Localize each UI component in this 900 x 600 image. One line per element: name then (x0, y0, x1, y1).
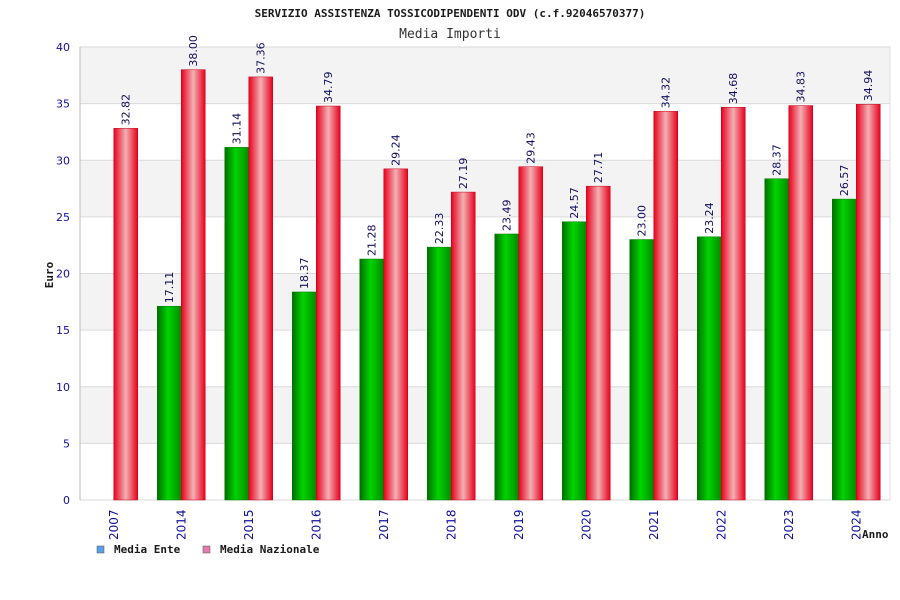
value-label: 23.00 (636, 205, 649, 237)
value-label: 18.37 (298, 257, 311, 289)
value-label: 27.19 (457, 158, 470, 190)
bar-media-nazionale-2022 (721, 106, 746, 501)
bar-media-nazionale-2019 (518, 166, 543, 501)
bar-media-ente-2024 (832, 198, 857, 501)
grid-lines (79, 46, 890, 501)
value-label: 28.37 (771, 144, 784, 176)
bars (113, 69, 881, 501)
plot-band (80, 47, 890, 104)
x-tick-label: 2019 (512, 509, 526, 540)
bar-media-ente-2015 (224, 147, 249, 501)
x-tick-label: 2007 (107, 509, 121, 540)
value-label: 23.49 (501, 199, 514, 231)
value-label: 38.00 (187, 35, 200, 67)
bar-media-ente-2014 (157, 305, 182, 501)
bar-media-nazionale-2014 (181, 69, 206, 501)
x-tick-label: 2016 (309, 509, 323, 540)
x-tick-label: 2014 (174, 509, 188, 540)
value-labels: 32.82 17.11 38.00 31.14 37.36 18.37 34.79 21.28… (120, 35, 876, 303)
x-tick-label: 2023 (782, 509, 796, 540)
value-label: 29.24 (390, 134, 403, 166)
value-label: 21.28 (366, 225, 379, 257)
plot-band (80, 273, 890, 331)
plot-band (80, 216, 890, 274)
plot-band (80, 160, 890, 217)
value-label: 31.14 (231, 113, 244, 145)
y-axis-label: Euro (43, 261, 56, 288)
y-tick-label: 0 (63, 494, 70, 507)
value-label: 34.68 (727, 73, 740, 105)
bar-media-ente-2017 (359, 258, 384, 501)
y-tick-label: 40 (56, 41, 70, 54)
value-label: 23.24 (703, 202, 716, 234)
bar-media-nazionale-2015 (248, 76, 273, 501)
legend-swatch (96, 545, 105, 554)
bar-media-ente-2018 (427, 246, 452, 501)
bar-media-ente-2022 (697, 236, 722, 501)
legend-label: Media Nazionale (220, 543, 320, 556)
value-label: 29.43 (525, 132, 538, 164)
legend-swatch (202, 545, 211, 554)
bar-media-ente-2020 (562, 221, 587, 501)
bar-media-nazionale-2020 (586, 185, 611, 501)
bar-media-ente-2023 (764, 178, 789, 501)
plot-band (80, 386, 890, 444)
value-label: 34.32 (660, 77, 673, 109)
value-label: 22.33 (433, 213, 446, 245)
x-axis-ticks: 2007 2014 2015 2016 2017 2018 2019 2020 2021 2022… (107, 509, 864, 540)
value-label: 34.83 (795, 71, 808, 103)
bar-media-ente-2016 (292, 291, 317, 501)
y-axis-ticks: 0 5 10 15 20 25 30 35 40 (56, 41, 70, 507)
value-label: 27.71 (592, 152, 605, 184)
y-tick-label: 25 (56, 211, 70, 224)
x-tick-label: 2022 (714, 509, 728, 540)
bar-media-nazionale-2007 (113, 128, 138, 501)
x-tick-label: 2017 (377, 509, 391, 540)
x-tick-label: 2018 (444, 509, 458, 540)
value-label: 32.82 (120, 94, 133, 126)
value-label: 37.36 (255, 42, 268, 74)
y-tick-label: 20 (56, 268, 70, 281)
bar-media-nazionale-2018 (451, 191, 476, 501)
plot-band (80, 443, 890, 500)
plot-band (80, 103, 890, 161)
bar-media-nazionale-2021 (653, 111, 678, 501)
value-label: 17.11 (163, 272, 176, 304)
x-tick-label: 2015 (242, 509, 256, 540)
value-label: 26.57 (838, 165, 851, 197)
plot-band (80, 330, 890, 387)
x-axis-label: Anno (862, 528, 889, 541)
y-tick-label: 5 (63, 437, 70, 450)
value-label: 24.57 (568, 187, 581, 219)
value-label: 34.94 (862, 70, 875, 102)
plot-background (79, 46, 891, 501)
value-label: 34.79 (322, 72, 335, 104)
y-tick-label: 15 (56, 324, 70, 337)
bar-media-nazionale-2016 (316, 105, 341, 501)
x-tick-label: 2020 (579, 509, 593, 540)
bar-media-nazionale-2023 (788, 105, 813, 501)
y-tick-label: 10 (56, 381, 70, 394)
bar-media-nazionale-2017 (383, 168, 408, 501)
legend-label: Media Ente (114, 543, 181, 556)
chart-title: SERVIZIO ASSISTENZA TOSSICODIPENDENTI OD… (255, 7, 646, 20)
x-tick-label: 2021 (647, 509, 661, 540)
bar-media-ente-2019 (494, 233, 519, 501)
legend: Media Ente Media Nazionale (96, 543, 320, 556)
x-tick-label: 2024 (849, 509, 863, 540)
chart-subtitle: Media Importi (399, 27, 501, 42)
y-tick-label: 35 (56, 98, 70, 111)
bar-media-ente-2021 (629, 239, 654, 501)
y-tick-label: 30 (56, 154, 70, 167)
bar-media-nazionale-2024 (856, 104, 881, 501)
